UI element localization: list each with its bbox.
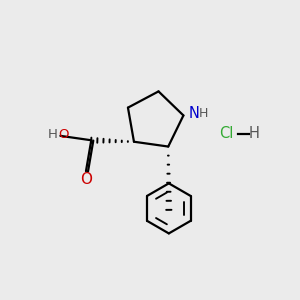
Text: O: O <box>58 128 68 141</box>
Text: H: H <box>248 126 260 141</box>
Text: H: H <box>47 128 57 141</box>
Text: H: H <box>199 107 208 121</box>
Text: O: O <box>80 172 92 187</box>
Text: Cl: Cl <box>219 126 234 141</box>
Text: N: N <box>189 106 200 121</box>
